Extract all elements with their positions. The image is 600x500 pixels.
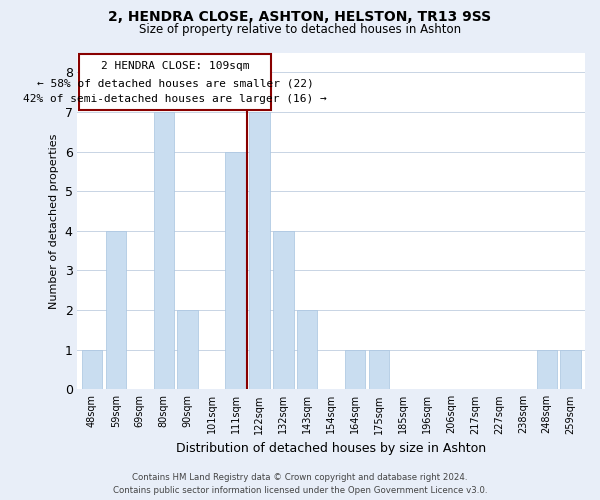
Text: 2, HENDRA CLOSE, ASHTON, HELSTON, TR13 9SS: 2, HENDRA CLOSE, ASHTON, HELSTON, TR13 9…	[109, 10, 491, 24]
FancyBboxPatch shape	[79, 54, 271, 110]
Text: ← 58% of detached houses are smaller (22): ← 58% of detached houses are smaller (22…	[37, 78, 313, 88]
Text: 42% of semi-detached houses are larger (16) →: 42% of semi-detached houses are larger (…	[23, 94, 327, 104]
Bar	[178, 310, 198, 390]
Bar	[369, 350, 389, 390]
Y-axis label: Number of detached properties: Number of detached properties	[49, 133, 59, 308]
Bar	[106, 231, 126, 390]
Bar	[560, 350, 581, 390]
Bar	[273, 231, 293, 390]
Bar	[345, 350, 365, 390]
Bar	[82, 350, 102, 390]
Bar	[226, 152, 245, 390]
Bar	[297, 310, 317, 390]
Bar	[536, 350, 557, 390]
X-axis label: Distribution of detached houses by size in Ashton: Distribution of detached houses by size …	[176, 442, 487, 455]
Text: Size of property relative to detached houses in Ashton: Size of property relative to detached ho…	[139, 22, 461, 36]
Text: Contains HM Land Registry data © Crown copyright and database right 2024.
Contai: Contains HM Land Registry data © Crown c…	[113, 473, 487, 495]
Text: 2 HENDRA CLOSE: 109sqm: 2 HENDRA CLOSE: 109sqm	[101, 61, 249, 71]
Bar	[249, 112, 269, 390]
Bar	[154, 112, 174, 390]
